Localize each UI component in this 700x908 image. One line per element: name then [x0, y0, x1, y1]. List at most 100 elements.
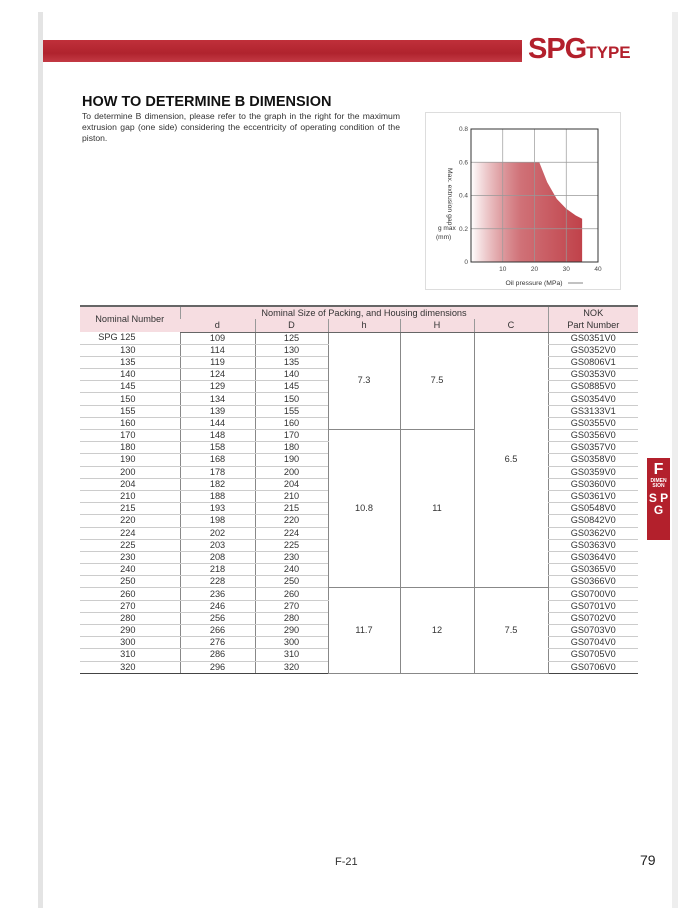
header-H: H	[399, 319, 474, 333]
part-number: GS0351V0	[547, 332, 638, 345]
x-tick-label: 30	[563, 266, 571, 273]
section-tab[interactable]: F DIMEN SION S P G	[647, 458, 670, 540]
section-title: HOW TO DETERMINE B DIMENSION	[82, 94, 332, 110]
part-number: GS0360V0	[547, 478, 638, 491]
cell-d: 129	[179, 380, 255, 394]
cell-d: 139	[179, 405, 255, 418]
table-row: 210 188 210 GS0361V0	[80, 490, 638, 504]
part-number: GS0700V0	[547, 587, 638, 601]
extrusion-gap-chart: 10 20 30 40 0 0.2 0.4 0.6 0.8 Oil pressure (MPa) M…	[436, 126, 602, 287]
cell-d: 228	[179, 575, 255, 589]
header-C: C	[473, 319, 548, 333]
cell-H: 7.5	[399, 332, 474, 430]
cell-d: 203	[179, 539, 255, 552]
nominal-number: 190	[80, 453, 180, 467]
y-tick-label: 0	[464, 259, 468, 266]
cell-D: 150	[254, 392, 328, 406]
table-row: 250 228 250 GS0366V0	[80, 575, 638, 589]
cell-D: 310	[254, 648, 328, 662]
header-d: d	[180, 319, 255, 333]
brand-small: TYPE	[586, 43, 631, 62]
cell-h: 10.8	[327, 429, 400, 589]
part-number: GS3133V1	[547, 405, 638, 418]
x-axis-label: Oil pressure (MPa)	[505, 280, 562, 287]
part-number: GS0704V0	[547, 636, 638, 650]
cell-d: 148	[179, 429, 255, 443]
x-tick-label: 40	[594, 266, 602, 273]
header-part: Part Number	[547, 319, 638, 333]
cell-D: 280	[254, 612, 328, 626]
part-number: GS0358V0	[547, 453, 638, 467]
cell-d: 286	[179, 648, 255, 662]
cell-D: 145	[254, 380, 328, 394]
part-number: GS0701V0	[547, 600, 638, 613]
tab-letter: F	[653, 461, 664, 478]
plot-frame	[470, 128, 599, 263]
cell-D: 230	[254, 551, 328, 565]
cell-d: 134	[179, 392, 255, 406]
cell-d: 178	[179, 466, 255, 479]
cell-H: 11	[399, 429, 474, 589]
part-number: GS0354V0	[547, 392, 638, 406]
cell-d: 218	[179, 563, 255, 577]
x-tick-label: 20	[531, 266, 539, 273]
nominal-number: 220	[80, 514, 180, 528]
part-number: GS0353V0	[547, 368, 638, 382]
cell-D: 320	[254, 661, 328, 674]
cell-d: 182	[179, 478, 255, 491]
table-row: SPG 125 109 125 7.3 7.5 6.5 GS0351V0	[80, 332, 638, 589]
table-row: 224 202 224 GS0362V0	[80, 527, 638, 540]
cell-D: 270	[254, 600, 328, 613]
cell-d: 188	[179, 490, 255, 504]
table-row: 230 208 230 GS0364V0	[80, 551, 638, 565]
table-row: 155 139 155 GS3133V1	[80, 405, 638, 418]
part-number: GS0365V0	[547, 563, 638, 577]
nominal-number: 224	[80, 527, 180, 540]
table-row: 270 246 270 GS0701V0	[80, 600, 638, 613]
nominal-number: 225	[80, 539, 180, 552]
y-axis-symbol: g max	[438, 225, 456, 232]
header-h: h	[327, 319, 400, 333]
nominal-number: 204	[80, 478, 180, 491]
table-row: 310 286 310 GS0705V0	[80, 648, 638, 662]
table-row: 170 148 170 10.8 11 GS0356V0	[80, 429, 638, 589]
table-row: 204 182 204 GS0360V0	[80, 478, 638, 491]
nominal-number: 200	[80, 466, 180, 479]
part-number: GS0702V0	[547, 612, 638, 626]
header-nominal: Nominal Number	[80, 305, 180, 332]
cell-d: 193	[179, 502, 255, 516]
table-row: 145 129 145 GS0885V0	[80, 380, 638, 394]
nominal-number: 170	[80, 429, 180, 443]
cell-d: 266	[179, 624, 255, 638]
header-band	[43, 40, 522, 62]
nominal-number: 135	[80, 356, 180, 370]
cell-D: 220	[254, 514, 328, 528]
nominal-number: 320	[80, 661, 180, 674]
cell-d: 236	[179, 587, 255, 601]
part-number: GS0842V0	[547, 514, 638, 528]
tab-sub: S P G	[648, 491, 669, 517]
nominal-number: 230	[80, 551, 180, 565]
cell-C: 6.5	[473, 332, 548, 589]
nominal-number: 240	[80, 563, 180, 577]
header-nok: NOK	[547, 305, 638, 319]
cell-d: 158	[179, 441, 255, 455]
cell-D: 240	[254, 563, 328, 577]
cell-D: 140	[254, 368, 328, 382]
nominal-number: 260	[80, 587, 180, 601]
nominal-number: 155	[80, 405, 180, 418]
table-row: 225 203 225 GS0363V0	[80, 539, 638, 552]
part-number: GS0361V0	[547, 490, 638, 504]
part-number: GS0885V0	[547, 380, 638, 394]
y-axis-unit: (mm)	[436, 234, 451, 241]
cell-d: 208	[179, 551, 255, 565]
part-number: GS0703V0	[547, 624, 638, 638]
table-row: 180 158 180 GS0357V0	[80, 441, 638, 455]
cell-D: 200	[254, 466, 328, 479]
nominal-number: 280	[80, 612, 180, 626]
cell-D: 250	[254, 575, 328, 589]
nominal-number: 300	[80, 636, 180, 650]
table-row: 150 134 150 GS0354V0	[80, 392, 638, 406]
cell-d: 276	[179, 636, 255, 650]
table-row: 320 296 320 GS0706V0	[80, 661, 638, 674]
